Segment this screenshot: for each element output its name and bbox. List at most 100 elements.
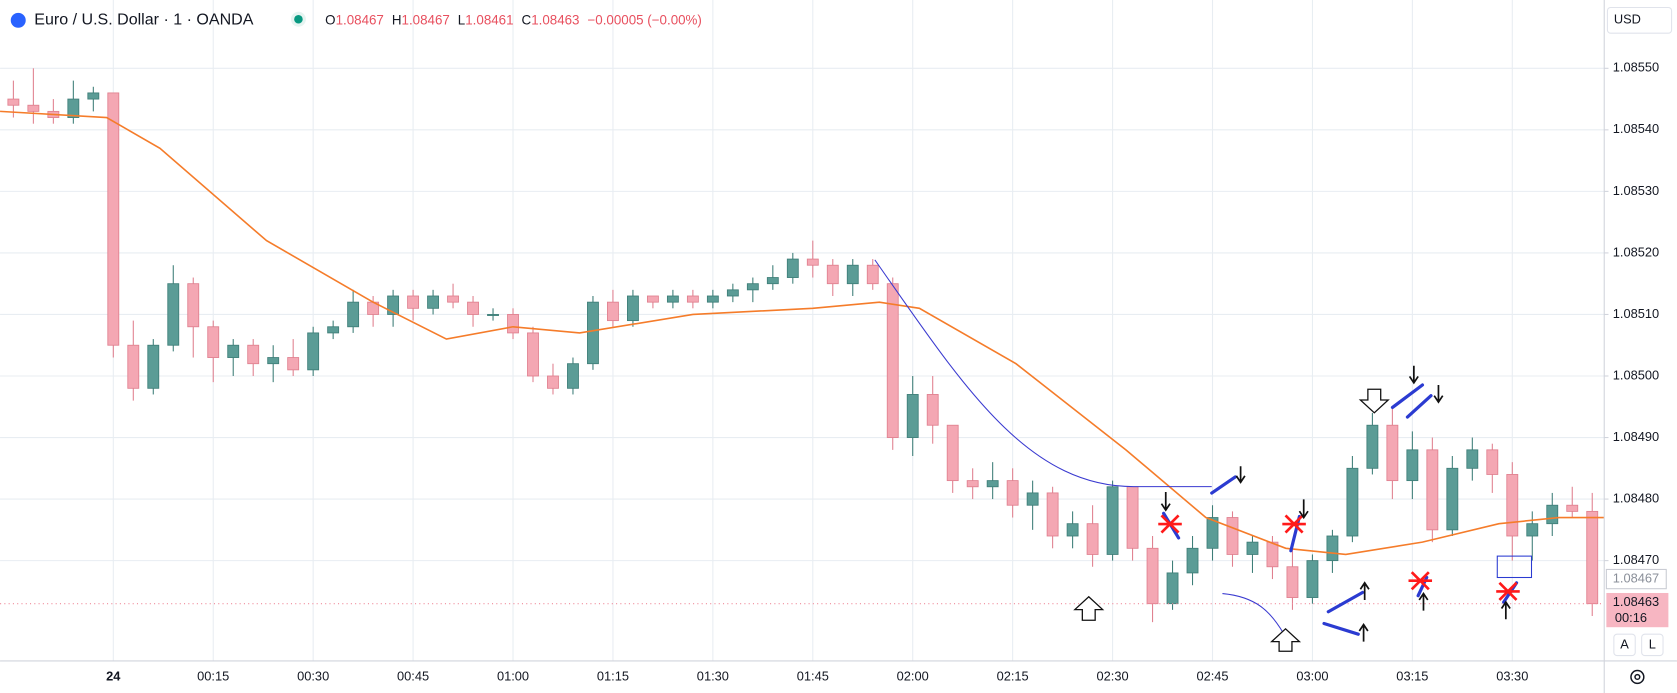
candle-body xyxy=(507,314,519,334)
candle-body xyxy=(946,424,959,482)
candle-body xyxy=(746,283,759,291)
log-label[interactable]: L xyxy=(1649,636,1656,651)
candle-body xyxy=(666,295,679,303)
ohlc-change: −0.00005 (−0.00%) xyxy=(587,12,701,27)
auto-label[interactable]: A xyxy=(1620,636,1629,651)
y-tick-label: 1.08520 xyxy=(1613,244,1659,259)
auto-button[interactable] xyxy=(1613,633,1636,657)
candle-body xyxy=(1366,424,1379,469)
x-tick-label: 02:15 xyxy=(997,668,1029,683)
ohlc: O1.08467 H1.08467 L1.08461 C1.08463 −0.0… xyxy=(325,12,702,27)
candle-body xyxy=(826,264,839,285)
candle-body xyxy=(27,104,40,112)
candle-body xyxy=(786,258,799,278)
candle-body xyxy=(1446,467,1459,531)
candle-body xyxy=(1046,492,1059,537)
symbol-title: Euro / U.S. Dollar · 1 · OANDA xyxy=(34,11,253,29)
candle-body xyxy=(7,98,20,106)
candle-body xyxy=(407,295,420,309)
red-stars xyxy=(1158,514,1520,601)
symbol-icon xyxy=(10,12,26,28)
x-tick-label: 00:30 xyxy=(297,668,329,683)
candle-body xyxy=(646,295,659,303)
candle-body xyxy=(1306,560,1319,598)
candle-body xyxy=(926,394,939,426)
ohlc-value: 1.08467 xyxy=(402,12,450,27)
candle-body xyxy=(686,295,699,303)
candle-body xyxy=(1386,424,1399,482)
log-button[interactable] xyxy=(1641,633,1664,657)
candle-body xyxy=(1286,566,1299,598)
candle-body xyxy=(187,283,200,328)
candle-body xyxy=(1166,572,1179,605)
candle-body xyxy=(547,375,559,389)
candle-body xyxy=(227,344,240,358)
marker-price-box xyxy=(1605,568,1667,590)
ohlc-key: H xyxy=(392,12,402,27)
ohlc-key: C xyxy=(522,12,532,27)
current-price-box xyxy=(1606,592,1669,628)
y-tick-label: 1.08480 xyxy=(1613,490,1659,505)
candle-body xyxy=(846,264,859,285)
candle-body xyxy=(766,277,779,285)
y-tick-label: 1.08540 xyxy=(1613,121,1659,136)
y-tick-label: 1.08530 xyxy=(1613,183,1659,198)
drawing-rect xyxy=(1496,555,1533,579)
candle-body xyxy=(207,326,220,358)
candle-body xyxy=(1086,523,1099,555)
y-tick-label: 1.08490 xyxy=(1613,429,1659,444)
x-tick-label: 02:30 xyxy=(1097,668,1129,683)
candle-body xyxy=(1546,504,1559,525)
candle-body xyxy=(1006,480,1019,506)
currency[interactable]: USD xyxy=(1614,12,1641,27)
x-tick-label: 03:00 xyxy=(1296,668,1328,683)
arrows xyxy=(1160,365,1511,642)
drawings xyxy=(874,259,1533,652)
y-tick-label: 1.08510 xyxy=(1613,306,1659,321)
currency-button[interactable] xyxy=(1606,6,1673,34)
countdown: 00:16 xyxy=(1615,610,1647,625)
candle-body xyxy=(1106,486,1119,555)
candle-body xyxy=(1426,449,1439,531)
x-tick-label: 01:00 xyxy=(497,668,529,683)
candle-body xyxy=(427,295,439,309)
candle-body xyxy=(1526,523,1539,537)
current-price-label: 1.08463 xyxy=(1613,594,1659,609)
status-dot xyxy=(294,14,303,24)
candle-body xyxy=(607,301,619,322)
x-tick-label: 03:30 xyxy=(1496,668,1528,683)
x-tick-label: 00:15 xyxy=(197,668,229,683)
candle-body xyxy=(447,295,459,303)
candle-body xyxy=(886,283,899,438)
candle-body xyxy=(1346,467,1359,537)
candle-body xyxy=(1406,449,1419,482)
candle-body xyxy=(327,326,340,334)
candle-body xyxy=(1206,517,1219,549)
candle-body xyxy=(387,295,400,315)
y-tick-label: 1.08500 xyxy=(1613,367,1659,382)
candle-body xyxy=(1506,474,1519,537)
axes: 24 00:15 00:30 00:45 01:00 01:15 01:30 01:45 02:… xyxy=(106,60,1669,683)
candle-body xyxy=(627,295,639,322)
candle-body xyxy=(806,258,819,266)
drawing-curve xyxy=(874,259,1212,488)
ohlc-value: 1.08461 xyxy=(465,12,513,27)
drawing-curve xyxy=(1222,593,1284,634)
x-tick-label: 00:45 xyxy=(397,668,429,683)
candle-body xyxy=(107,92,120,346)
candle-body xyxy=(1326,535,1339,562)
hollow-arrows xyxy=(1073,388,1390,652)
candle-body xyxy=(1486,449,1499,475)
candle-body xyxy=(906,394,919,438)
candle-body xyxy=(966,480,979,488)
x-tick-label: 01:45 xyxy=(797,668,829,683)
candle-body xyxy=(1466,449,1479,469)
x-tick-label: 24 xyxy=(106,668,121,683)
candle-body xyxy=(467,301,479,315)
candle-body xyxy=(307,332,320,371)
candle-body xyxy=(1146,547,1159,605)
settings-icon[interactable] xyxy=(1630,669,1645,685)
